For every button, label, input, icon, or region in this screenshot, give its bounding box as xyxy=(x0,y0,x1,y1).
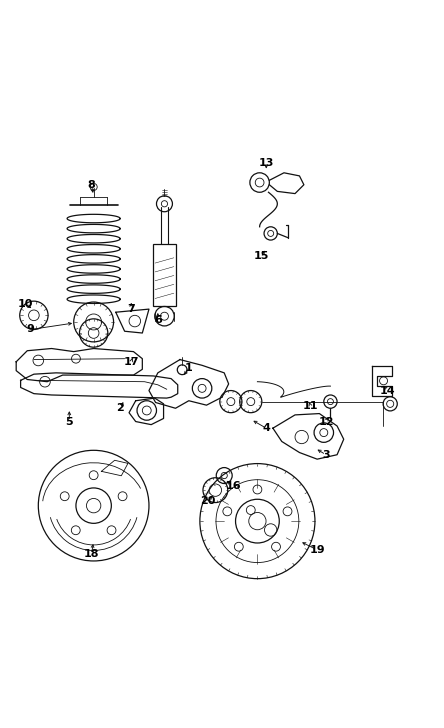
Text: 1: 1 xyxy=(185,363,193,373)
Text: 9: 9 xyxy=(27,325,35,334)
Text: 13: 13 xyxy=(258,157,274,167)
Text: 6: 6 xyxy=(154,314,162,325)
Text: 19: 19 xyxy=(309,545,325,555)
Text: 15: 15 xyxy=(254,250,270,261)
Text: 11: 11 xyxy=(303,401,318,411)
Text: 3: 3 xyxy=(322,450,330,460)
Text: 14: 14 xyxy=(380,386,396,395)
Text: 4: 4 xyxy=(262,423,270,433)
Text: 8: 8 xyxy=(87,180,95,190)
Text: 5: 5 xyxy=(65,416,73,427)
Text: 17: 17 xyxy=(123,357,139,367)
Text: 16: 16 xyxy=(225,480,241,491)
Text: 10: 10 xyxy=(17,299,33,309)
Text: 18: 18 xyxy=(83,550,99,559)
Text: 12: 12 xyxy=(318,416,334,427)
Text: 2: 2 xyxy=(116,403,124,414)
Text: 7: 7 xyxy=(127,304,135,314)
Text: 20: 20 xyxy=(200,496,215,506)
